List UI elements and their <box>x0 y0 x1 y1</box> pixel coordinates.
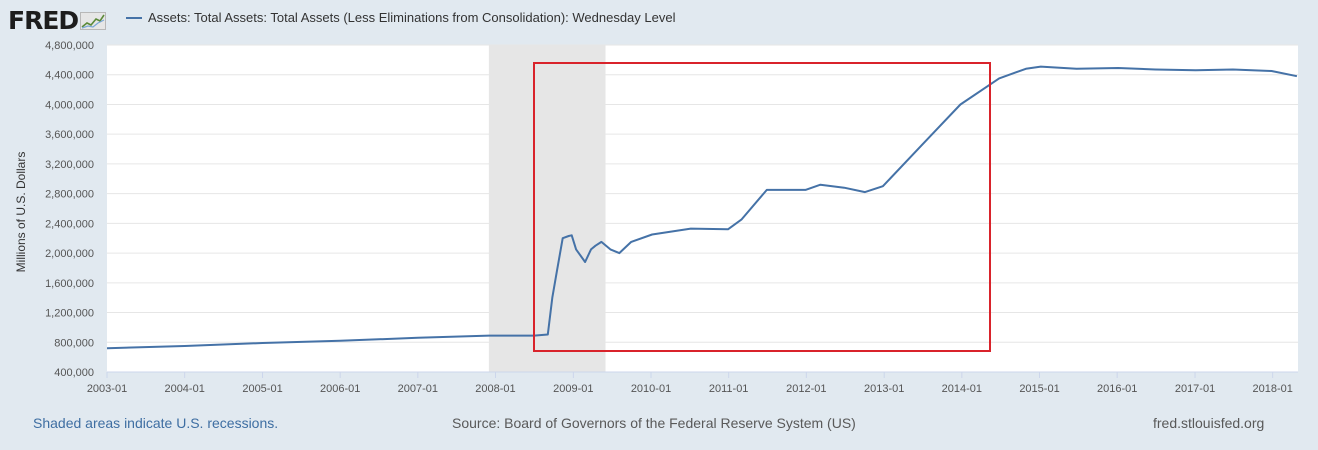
y-tick-label: 3,200,000 <box>45 159 94 171</box>
y-tick-label: 400,000 <box>54 367 94 379</box>
y-tick-label: 2,400,000 <box>45 218 94 230</box>
series-line <box>106 65 1298 350</box>
x-tick-label: 2009-01 <box>553 383 593 395</box>
fred-logo-text: FRED <box>8 6 79 35</box>
x-tick-label: 2011-01 <box>709 383 749 395</box>
y-tick-label: 4,400,000 <box>45 70 94 82</box>
recession-note[interactable]: Shaded areas indicate U.S. recessions. <box>33 415 279 431</box>
y-tick-label: 2,800,000 <box>45 189 94 201</box>
x-tick-label: 2018-01 <box>1252 383 1292 395</box>
x-tick-label: 2008-01 <box>475 383 515 395</box>
y-axis-label: Millions of U.S. Dollars <box>14 152 28 273</box>
source-text: Source: Board of Governors of the Federa… <box>452 415 856 431</box>
x-tick-label: 2014-01 <box>942 383 982 395</box>
site-link[interactable]: fred.stlouisfed.org <box>1153 415 1265 431</box>
x-axis-ticks: 2003-01 2004-01 2005-01 2006-01 2007-01 2008-… <box>87 372 1293 395</box>
chart: 2003-01 2004-01 2005-01 2006-01 2007-01 2008-… <box>14 40 1298 395</box>
x-tick-label: 2005-01 <box>242 383 282 395</box>
x-tick-label: 2010-01 <box>631 383 671 395</box>
y-tick-label: 1,200,000 <box>45 308 94 320</box>
x-tick-label: 2003-01 <box>87 383 127 395</box>
x-tick-label: 2004-01 <box>164 383 204 395</box>
highlight-box <box>533 62 991 352</box>
x-tick-label: 2017-01 <box>1175 383 1215 395</box>
recession-layer <box>488 45 606 372</box>
plot-area <box>107 45 1298 372</box>
y-tick-label: 4,800,000 <box>45 40 94 52</box>
fred-logo[interactable]: FRED <box>8 6 107 35</box>
x-tick-label: 2012-01 <box>786 383 826 395</box>
legend-label: Assets: Total Assets: Total Assets (Less… <box>148 10 676 25</box>
x-tick-label: 2015-01 <box>1019 383 1059 395</box>
y-axis-ticks: 400,000 800,000 1,200,000 1,600,000 2,000,00… <box>45 40 94 379</box>
x-tick-label: 2016-01 <box>1097 383 1137 395</box>
recession-band <box>488 45 606 372</box>
chart-header: FRED Assets: Total Assets: Total Assets … <box>0 0 1318 40</box>
legend-swatch <box>126 16 142 19</box>
y-tick-label: 3,600,000 <box>45 129 94 141</box>
series-layer <box>106 65 1298 350</box>
x-tick-label: 2006-01 <box>320 383 360 395</box>
legend: Assets: Total Assets: Total Assets (Less… <box>126 10 675 25</box>
y-tick-label: 4,000,000 <box>45 99 94 111</box>
y-tick-label: 1,600,000 <box>45 278 94 290</box>
x-tick-label: 2013-01 <box>864 383 904 395</box>
y-tick-label: 800,000 <box>54 337 94 349</box>
x-tick-label: 2007-01 <box>398 383 438 395</box>
chart-trend-icon <box>80 11 107 30</box>
y-tick-label: 2,000,000 <box>45 248 94 260</box>
